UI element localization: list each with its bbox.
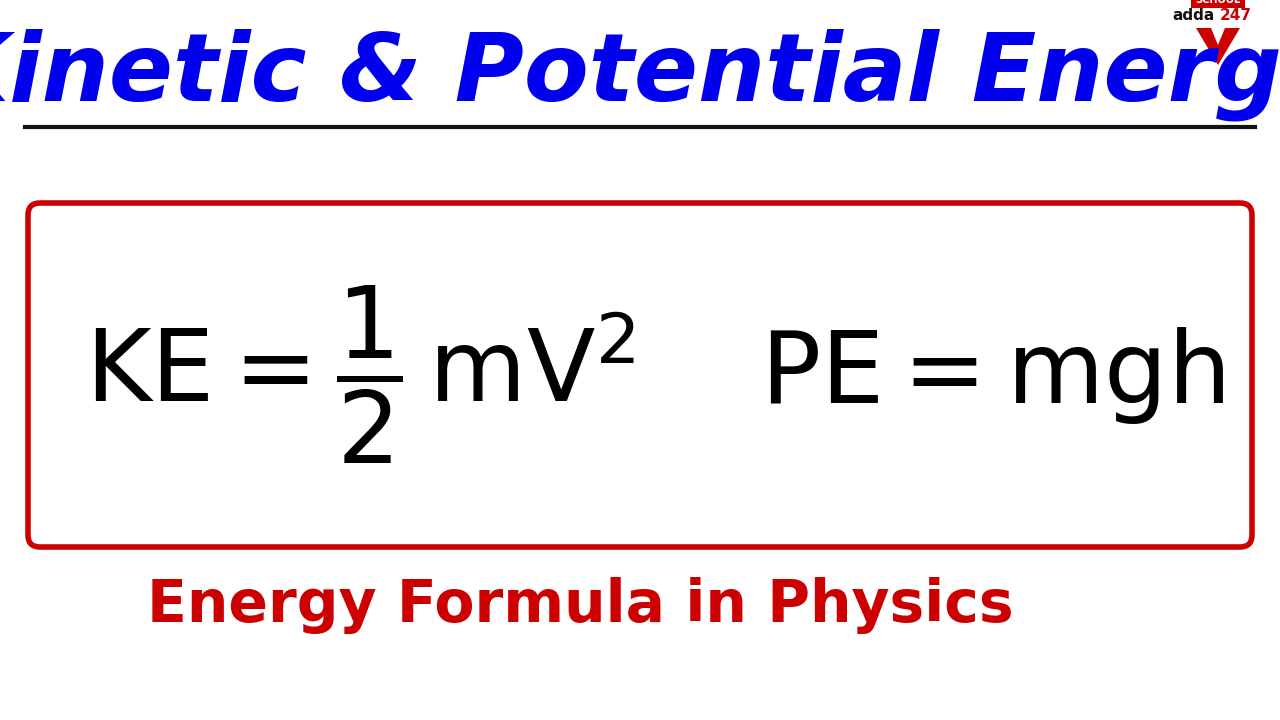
Text: SCHOOL: SCHOOL — [1196, 0, 1240, 5]
Text: $\mathsf{KE = \dfrac{1}{2}\,mV^{2}}$: $\mathsf{KE = \dfrac{1}{2}\,mV^{2}}$ — [84, 284, 635, 466]
Text: Kinetic & Potential Energy: Kinetic & Potential Energy — [0, 29, 1280, 121]
Text: $\mathsf{PE = mgh}$: $\mathsf{PE = mgh}$ — [760, 325, 1224, 426]
Text: adda: adda — [1172, 7, 1215, 22]
FancyBboxPatch shape — [1190, 0, 1245, 8]
Text: Energy Formula in Physics: Energy Formula in Physics — [147, 577, 1014, 634]
Text: 247: 247 — [1220, 7, 1252, 22]
Polygon shape — [1196, 28, 1240, 65]
FancyBboxPatch shape — [28, 203, 1252, 547]
Polygon shape — [1211, 28, 1225, 45]
